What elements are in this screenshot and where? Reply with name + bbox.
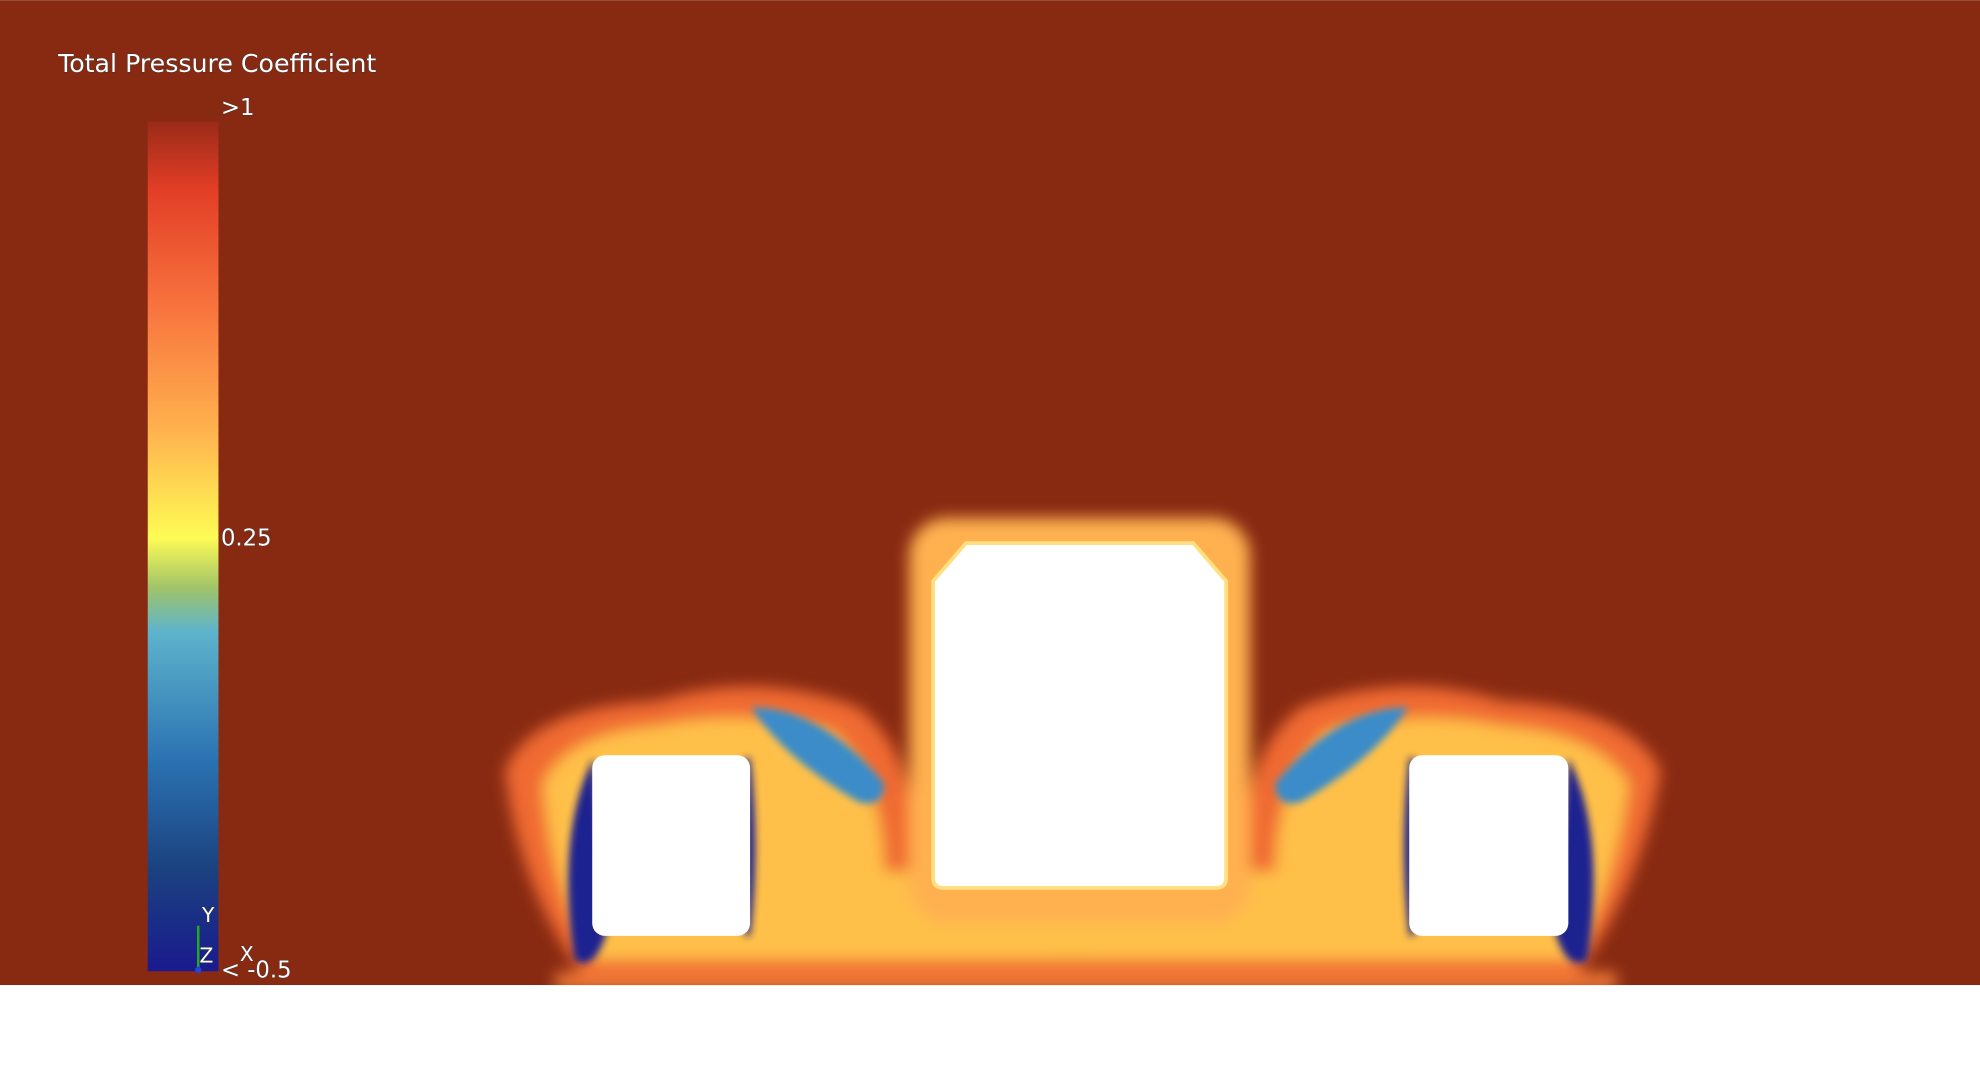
colorbar: [147, 121, 219, 972]
left-wheel: [592, 755, 751, 936]
right-wheel: [1409, 755, 1569, 936]
axis-label: X: [240, 942, 254, 966]
axis-label: Y: [201, 903, 215, 927]
colorbar-label: < -0.5: [221, 958, 292, 984]
ground: [0, 985, 1980, 1080]
axis-label: Z: [200, 943, 214, 967]
axes-triad: Y Z X: [195, 903, 254, 974]
colorbar-label: 0.25: [221, 526, 272, 552]
legend-title: Total Pressure Coefficient: [57, 49, 376, 78]
body: [931, 541, 1229, 890]
z-axis: [195, 966, 202, 974]
colorbar-label: >1: [221, 95, 255, 121]
